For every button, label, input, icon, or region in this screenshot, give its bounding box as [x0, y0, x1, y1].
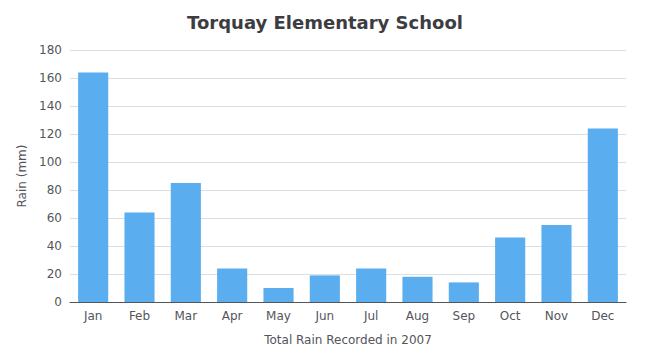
svg-text:Feb: Feb	[129, 309, 150, 323]
svg-text:80: 80	[47, 183, 62, 197]
svg-text:60: 60	[47, 211, 62, 225]
svg-text:0: 0	[54, 295, 62, 309]
svg-text:Dec: Dec	[591, 309, 614, 323]
svg-text:Jan: Jan	[83, 309, 103, 323]
svg-text:Jun: Jun	[314, 309, 334, 323]
svg-text:180: 180	[39, 43, 62, 57]
svg-text:May: May	[266, 309, 291, 323]
svg-text:Oct: Oct	[500, 309, 521, 323]
svg-text:140: 140	[39, 99, 62, 113]
svg-text:Torquay Elementary School: Torquay Elementary School	[187, 12, 463, 33]
svg-text:Total Rain Recorded in 2007: Total Rain Recorded in 2007	[263, 333, 432, 347]
svg-text:120: 120	[39, 127, 62, 141]
svg-text:Mar: Mar	[175, 309, 198, 323]
svg-text:100: 100	[39, 155, 62, 169]
svg-text:Aug: Aug	[406, 309, 429, 323]
svg-text:Apr: Apr	[222, 309, 243, 323]
svg-text:20: 20	[47, 267, 62, 281]
svg-text:160: 160	[39, 71, 62, 85]
svg-text:Sep: Sep	[453, 309, 476, 323]
svg-text:40: 40	[47, 239, 62, 253]
svg-text:Nov: Nov	[545, 309, 568, 323]
svg-text:Jul: Jul	[363, 309, 378, 323]
svg-text:Rain (mm): Rain (mm)	[15, 145, 29, 208]
